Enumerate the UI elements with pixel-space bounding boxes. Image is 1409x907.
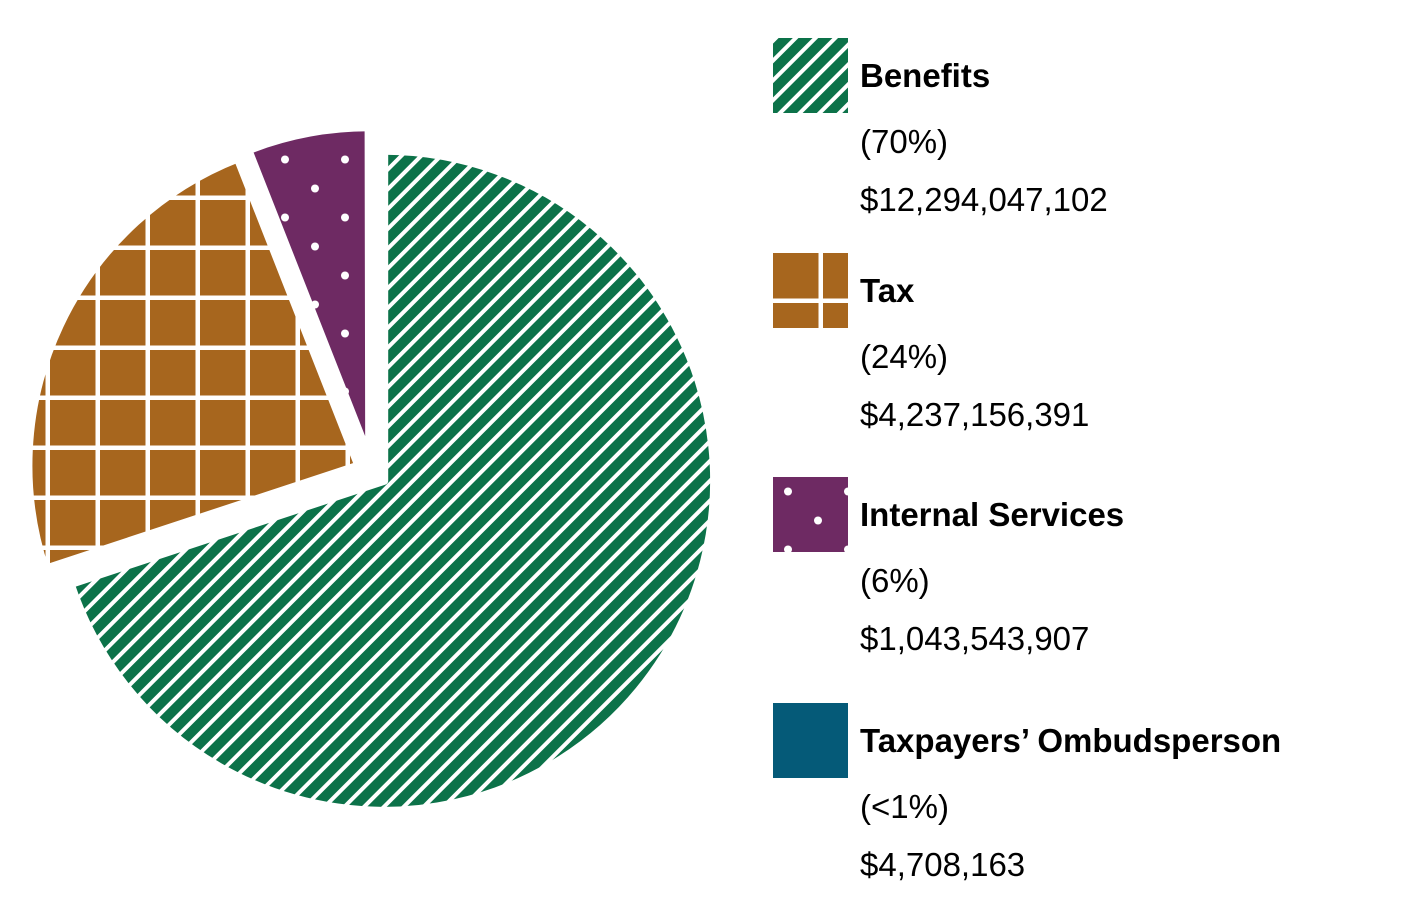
legend-percent-benefits: (70%) [860,123,949,160]
legend-percent-taxpayers-ombudsperson: (<1%) [860,788,949,825]
legend-swatch-internal-services-icon [773,477,848,552]
legend-label-benefits: Benefits [860,57,991,94]
legend-amount-taxpayers-ombudsperson: $4,708,163 [860,846,1026,883]
legend-amount-tax: $4,237,156,391 [860,396,1090,433]
legend-item-internal-services: Internal Services (6%) $1,043,543,907 [773,477,1393,672]
legend-amount-internal-services: $1,043,543,907 [860,620,1090,657]
legend-label-internal-services: Internal Services [860,496,1125,533]
legend-label-tax: Tax [860,272,915,309]
pie-slice-internal-services [244,123,374,462]
legend-swatch-tax-icon [773,253,848,328]
legend-percent-tax: (24%) [860,338,949,375]
legend-percent-internal-services: (6%) [860,562,930,599]
legend-item-taxpayers-ombudsperson: Taxpayers’ Ombudsperson (<1%) $4,708,163 [773,703,1393,898]
legend-swatch-benefits-icon [773,38,848,113]
legend-swatch-taxpayers-ombudsperson-icon [773,703,848,778]
legend-item-benefits: Benefits (70%) $12,294,047,102 [773,38,1393,233]
pie-slice-taxpayers-ombudsperson [367,122,376,461]
pie-slice-benefits [66,146,719,815]
pie-chart [24,122,719,815]
legend-item-tax: Tax (24%) $4,237,156,391 [773,253,1393,448]
legend-label-taxpayers-ombudsperson: Taxpayers’ Ombudsperson [860,722,1282,759]
legend-amount-benefits: $12,294,047,102 [860,181,1108,218]
pie-slice-tax [24,154,363,573]
